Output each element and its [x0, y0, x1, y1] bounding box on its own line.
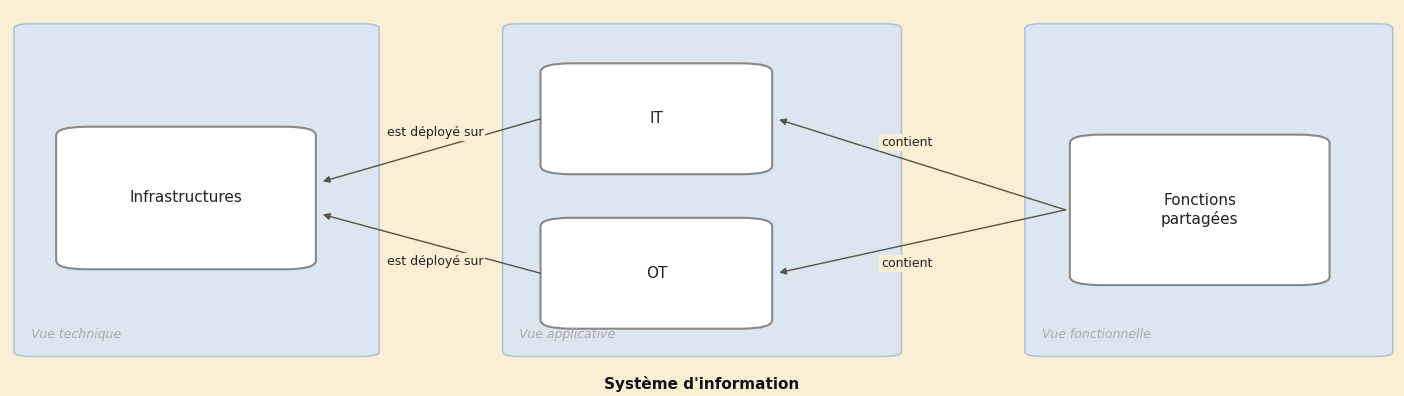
FancyBboxPatch shape: [14, 24, 379, 356]
FancyBboxPatch shape: [56, 127, 316, 269]
Text: IT: IT: [650, 111, 663, 126]
Text: contient: contient: [882, 136, 932, 149]
Text: contient: contient: [882, 257, 932, 270]
Text: Fonctions
partagées: Fonctions partagées: [1161, 193, 1238, 227]
Text: est déployé sur: est déployé sur: [388, 126, 483, 139]
FancyBboxPatch shape: [541, 218, 772, 329]
Text: Vue technique: Vue technique: [31, 327, 121, 341]
FancyBboxPatch shape: [1025, 24, 1393, 356]
Text: Vue applicative: Vue applicative: [519, 327, 616, 341]
FancyBboxPatch shape: [503, 24, 901, 356]
Text: Vue fonctionnelle: Vue fonctionnelle: [1042, 327, 1151, 341]
Text: Système d'information: Système d'information: [604, 376, 800, 392]
Text: est déployé sur: est déployé sur: [388, 255, 483, 268]
FancyBboxPatch shape: [1070, 135, 1330, 285]
Text: Infrastructures: Infrastructures: [129, 190, 243, 206]
FancyBboxPatch shape: [541, 63, 772, 174]
Text: OT: OT: [646, 266, 667, 281]
